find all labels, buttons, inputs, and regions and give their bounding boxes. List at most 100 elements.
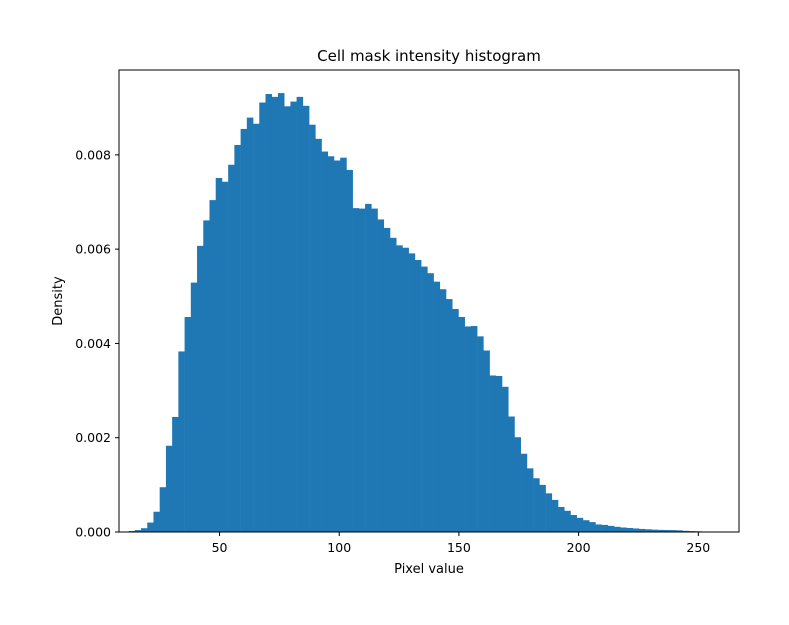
histogram-bar bbox=[134, 530, 142, 532]
histogram-bar bbox=[172, 416, 179, 532]
y-axis-ticks: 0.000 0.002 0.004 0.006 0.008 bbox=[75, 147, 119, 540]
histogram-bar bbox=[458, 317, 465, 532]
histogram-bar bbox=[589, 522, 596, 532]
histogram-bar bbox=[246, 117, 254, 533]
histogram-bar bbox=[551, 499, 559, 532]
histogram-bar bbox=[302, 105, 310, 532]
x-tick-label: 150 bbox=[447, 540, 471, 555]
chart-title: Cell mask intensity histogram bbox=[317, 47, 541, 65]
x-tick-label: 250 bbox=[686, 540, 710, 555]
histogram-bar bbox=[165, 445, 173, 532]
y-tick-label: 0.000 bbox=[75, 525, 111, 540]
histogram-bar bbox=[564, 510, 571, 532]
histogram-bar bbox=[620, 527, 627, 532]
histogram-bar bbox=[159, 487, 167, 532]
histogram-bar bbox=[502, 386, 509, 532]
x-tick-label: 200 bbox=[567, 540, 591, 555]
bars-layer bbox=[128, 93, 708, 533]
histogram-bar bbox=[495, 375, 503, 532]
histogram-bar bbox=[489, 375, 497, 532]
histogram-bar bbox=[346, 169, 353, 532]
histogram-bar bbox=[632, 528, 640, 532]
histogram-bar bbox=[595, 524, 602, 532]
histogram-bar bbox=[414, 259, 422, 532]
histogram-bar bbox=[265, 94, 273, 532]
histogram-bar bbox=[670, 530, 677, 532]
histogram-bar bbox=[259, 102, 266, 532]
histogram-bar bbox=[477, 336, 484, 532]
histogram-bar bbox=[514, 437, 521, 532]
histogram-bar bbox=[215, 177, 223, 532]
x-tick-label: 100 bbox=[327, 540, 351, 555]
histogram-bar bbox=[545, 493, 553, 532]
histogram-bar bbox=[483, 350, 490, 532]
histogram-bar bbox=[240, 128, 248, 532]
histogram-bar bbox=[682, 530, 690, 532]
histogram-bar bbox=[570, 515, 577, 532]
histogram-bar bbox=[141, 528, 148, 532]
histogram-bar bbox=[358, 208, 366, 532]
histogram-bar bbox=[290, 101, 297, 532]
histogram-bar bbox=[558, 507, 565, 532]
histogram-bar bbox=[203, 220, 210, 532]
histogram-bar bbox=[315, 138, 322, 532]
histogram-bar bbox=[228, 164, 235, 532]
histogram-bar bbox=[296, 96, 304, 533]
histogram-bar bbox=[626, 527, 634, 532]
histogram-bar bbox=[601, 524, 609, 532]
histogram-bar bbox=[508, 416, 515, 532]
histogram-bar bbox=[651, 529, 658, 532]
histogram-bar bbox=[340, 157, 347, 532]
histogram-bar bbox=[607, 525, 615, 532]
histogram-bar bbox=[197, 245, 204, 532]
histogram-bar bbox=[184, 317, 192, 532]
x-tick-label: 50 bbox=[212, 540, 228, 555]
histogram-bar bbox=[464, 326, 472, 532]
histogram-bar bbox=[327, 156, 335, 532]
y-axis-label: Density bbox=[51, 276, 66, 326]
histogram-bar bbox=[277, 93, 285, 532]
histogram-bar bbox=[365, 203, 372, 532]
y-tick-label: 0.004 bbox=[75, 336, 111, 351]
histogram-bar bbox=[433, 281, 441, 532]
histogram-bar bbox=[352, 208, 360, 532]
histogram-bar bbox=[520, 453, 528, 532]
histogram-bar bbox=[408, 253, 416, 532]
histogram-bar bbox=[533, 478, 540, 532]
histogram-bar bbox=[178, 351, 185, 532]
histogram-bar bbox=[582, 520, 590, 532]
histogram-bar bbox=[190, 282, 198, 532]
histogram-bar bbox=[402, 247, 409, 533]
histogram-bar bbox=[663, 530, 671, 532]
y-tick-label: 0.006 bbox=[75, 242, 111, 257]
histogram-bar bbox=[676, 530, 683, 532]
histogram-bar bbox=[645, 529, 652, 532]
histogram-bar bbox=[221, 181, 229, 533]
y-tick-label: 0.002 bbox=[75, 430, 111, 445]
y-tick-label: 0.008 bbox=[75, 147, 111, 162]
histogram-bar bbox=[576, 517, 584, 532]
histogram-bar bbox=[539, 484, 546, 532]
histogram-bar bbox=[427, 273, 434, 532]
histogram-bar bbox=[234, 144, 241, 532]
histogram-bar bbox=[147, 522, 154, 532]
histogram-bar bbox=[377, 219, 385, 532]
histogram-bar bbox=[153, 511, 160, 532]
histogram-bar bbox=[439, 289, 447, 532]
histogram-bar bbox=[614, 526, 621, 532]
histogram-bar bbox=[271, 96, 279, 533]
axes-frame bbox=[118, 69, 740, 533]
histogram-bar bbox=[470, 325, 478, 532]
histogram-bar bbox=[309, 124, 316, 532]
histogram-bar bbox=[253, 123, 260, 533]
histogram-bar bbox=[321, 151, 329, 532]
histogram-bar bbox=[371, 208, 378, 532]
histogram-bar bbox=[284, 106, 291, 533]
histogram-bar bbox=[446, 299, 453, 532]
histogram-bar bbox=[657, 529, 665, 532]
histogram-bar bbox=[209, 200, 217, 533]
x-axis-ticks: 50 100 150 200 250 bbox=[212, 532, 710, 555]
histogram-bar bbox=[333, 160, 341, 532]
